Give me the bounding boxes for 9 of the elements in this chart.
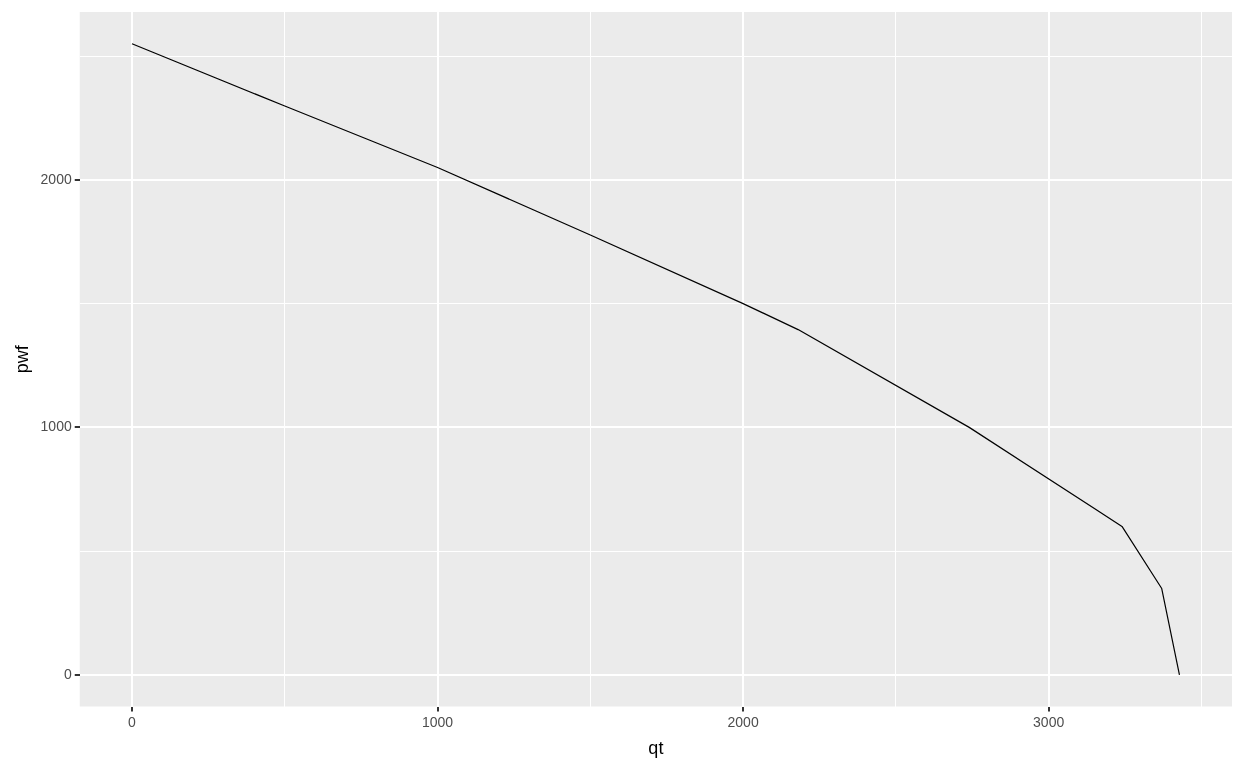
x-tick-label: 3000 <box>1033 713 1065 730</box>
y-tick-label: 2000 <box>40 170 72 187</box>
x-axis-title: qt <box>648 738 664 759</box>
y-tick-label: 1000 <box>40 418 72 435</box>
y-axis-title: pwf <box>11 344 32 374</box>
x-tick-label: 2000 <box>727 713 759 730</box>
x-tick-label: 0 <box>128 713 137 730</box>
x-tick-label: 1000 <box>421 713 454 730</box>
y-tick-label: 0 <box>63 665 72 682</box>
